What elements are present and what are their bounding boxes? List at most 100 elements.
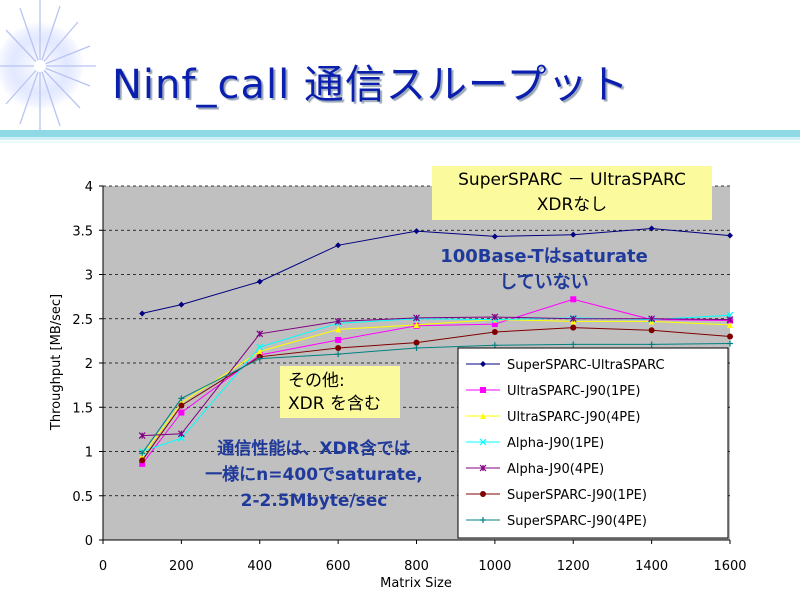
data-point — [727, 333, 733, 340]
other-callout: その他: XDR を含む — [280, 366, 400, 418]
y-tick-label: 3.5 — [72, 224, 93, 239]
data-point — [256, 348, 263, 355]
x-tick-label: 1600 — [713, 559, 746, 574]
saturate-note: 100Base-Tはsaturate していない — [418, 244, 670, 296]
data-point — [413, 344, 420, 351]
data-point — [178, 395, 185, 402]
y-tick-label: 0.5 — [72, 490, 93, 505]
data-point — [256, 330, 264, 338]
axes: 0 0.5 1 1.5 2 2.5 3 3.5 4 0 200 400 600 800 1000 1200 14… — [72, 180, 746, 574]
saturate-note-line1: 100Base-Tはsaturate — [440, 246, 648, 267]
x-axis-label: Matrix Size — [380, 576, 452, 591]
x-tick-label: 0 — [99, 559, 107, 574]
data-point — [256, 355, 263, 362]
data-point — [256, 278, 263, 285]
legend-label: UltraSPARC-J90(4PE) — [507, 410, 640, 425]
data-point — [491, 233, 498, 240]
chart-legend: SuperSPARC-UltraSPARC UltraSPARC-J90(1PE)… — [457, 347, 729, 539]
legend-label: UltraSPARC-J90(1PE) — [507, 384, 640, 399]
y-axis-label: Throughput [MB/sec] — [49, 294, 64, 431]
y-tick-label: 1.5 — [72, 401, 93, 416]
series-5 — [138, 313, 734, 439]
performance-note-line1: 通信性能は、XDR含では — [217, 439, 411, 459]
y-tick-label: 2 — [85, 357, 93, 372]
series-7 — [139, 340, 733, 457]
data-point — [177, 430, 185, 438]
legend-item: SuperSPARC-J90(4PE) — [466, 514, 647, 529]
data-point — [178, 301, 185, 308]
data-point — [413, 339, 420, 346]
data-point — [139, 460, 146, 467]
data-point — [138, 432, 146, 439]
legend-marker — [479, 438, 487, 446]
data-point — [178, 402, 185, 409]
legend-label: SuperSPARC-J90(1PE) — [507, 488, 647, 503]
legend-label: SuperSPARC-J90(4PE) — [507, 514, 647, 529]
legend-label: SuperSPARC-UltraSPARC — [507, 358, 665, 373]
data-point — [648, 341, 655, 348]
data-point — [335, 336, 342, 343]
x-tick-label: 1200 — [557, 559, 590, 574]
data-point — [569, 315, 577, 323]
data-point — [648, 225, 655, 232]
data-point — [727, 232, 733, 239]
other-callout-line2: XDR を含む — [288, 394, 381, 414]
data-point — [413, 321, 420, 328]
data-point — [570, 324, 577, 331]
data-point — [570, 231, 577, 238]
data-point — [335, 242, 342, 249]
data-point — [491, 321, 498, 328]
data-point — [491, 329, 498, 336]
legend-marker — [480, 387, 486, 393]
legend-marker — [480, 491, 486, 497]
data-point — [139, 457, 146, 464]
title-underline — [0, 130, 800, 143]
data-point — [491, 342, 498, 349]
data-point — [178, 409, 185, 416]
sparc-callout: SuperSPARC － UltraSPARC XDRなし — [432, 166, 712, 220]
performance-note: 通信性能は、XDR含では 一様にn=400でsaturate, 2-2.5Mby… — [182, 436, 446, 514]
x-tick-label: 400 — [247, 559, 272, 574]
legend-marker — [479, 464, 487, 472]
data-point — [334, 317, 342, 325]
data-point — [335, 326, 342, 333]
legend-box — [457, 347, 729, 539]
data-point — [335, 344, 342, 351]
series-layer — [138, 225, 734, 467]
legend-marker — [480, 517, 486, 523]
data-point — [335, 351, 342, 358]
other-callout-line1: その他: — [288, 371, 345, 391]
series-1 — [139, 225, 733, 317]
data-point — [413, 228, 420, 235]
sparc-callout-line2: XDRなし — [536, 195, 608, 215]
x-tick-label: 1000 — [478, 559, 511, 574]
legend-item: UltraSPARC-J90(4PE) — [466, 410, 640, 425]
data-point — [491, 313, 499, 321]
x-tick-label: 200 — [169, 559, 194, 574]
legend-label: Alpha-J90(1PE) — [507, 436, 604, 451]
data-point — [413, 314, 420, 322]
y-tick-label: 4 — [85, 180, 93, 195]
performance-note-line2: 一様にn=400でsaturate, — [205, 465, 423, 485]
y-tick-label: 0 — [85, 534, 93, 549]
y-tick-label: 3 — [85, 269, 93, 284]
data-point — [570, 296, 577, 303]
series-6 — [139, 324, 733, 464]
x-tick-label: 600 — [326, 559, 351, 574]
data-point — [727, 321, 733, 328]
legend-item: SuperSPARC-UltraSPARC — [466, 358, 665, 373]
legend-item: Alpha-J90(4PE) — [466, 462, 604, 477]
legend-item: Alpha-J90(1PE) — [466, 436, 604, 451]
saturate-note-line2: していない — [499, 272, 589, 293]
data-point — [139, 310, 146, 317]
sparc-callout-line1: SuperSPARC － UltraSPARC — [458, 170, 686, 190]
starburst-icon — [0, 0, 96, 134]
y-tick-label: 1 — [85, 446, 93, 461]
data-point — [570, 341, 577, 348]
x-tick-label: 800 — [404, 559, 429, 574]
legend-label: Alpha-J90(4PE) — [507, 462, 604, 477]
legend-marker — [480, 413, 486, 419]
data-point — [648, 315, 656, 323]
data-point — [139, 450, 146, 457]
